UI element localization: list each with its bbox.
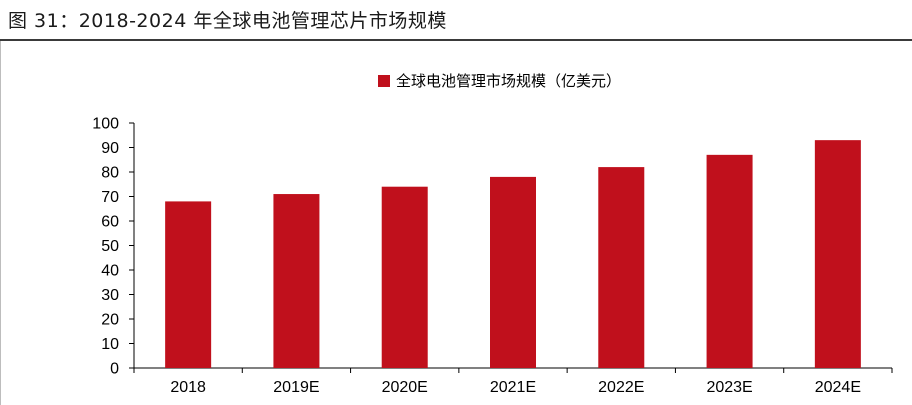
bar-2020e xyxy=(381,186,428,368)
y-tick-label: 50 xyxy=(101,238,119,255)
bar-2021e xyxy=(490,176,536,368)
y-tick-label: 20 xyxy=(101,312,119,329)
bar-2019e xyxy=(273,194,320,368)
x-tick-label: 2023E xyxy=(706,379,752,396)
legend-label: 全球电池管理市场规模（亿美元） xyxy=(396,72,621,90)
y-tick-label: 100 xyxy=(92,116,119,133)
bar-2024e xyxy=(814,140,861,368)
y-tick-label: 10 xyxy=(101,336,119,353)
bar-2023e xyxy=(706,154,753,368)
y-tick-label: 60 xyxy=(101,214,119,231)
x-tick-label: 2020E xyxy=(382,379,428,396)
legend: 全球电池管理市场规模（亿美元） xyxy=(378,72,621,90)
y-tick-label: 70 xyxy=(101,189,119,206)
y-tick-label: 30 xyxy=(101,287,119,304)
x-tick-label: 2019E xyxy=(273,379,319,396)
bar-2022e xyxy=(598,167,645,368)
y-tick-label: 40 xyxy=(101,263,119,280)
left-border xyxy=(0,41,1,405)
x-tick-label: 2024E xyxy=(815,379,861,396)
y-tick-label: 90 xyxy=(101,140,119,157)
y-tick-label: 80 xyxy=(101,165,119,182)
figure-title: 图 31：2018-2024 年全球电池管理芯片市场规模 xyxy=(8,10,447,32)
legend-swatch xyxy=(378,75,390,87)
bar-2018 xyxy=(165,201,212,368)
x-tick-label: 2022E xyxy=(598,379,644,396)
x-tick-label: 2021E xyxy=(490,379,536,396)
y-tick-label: 0 xyxy=(110,361,119,378)
title-divider xyxy=(0,39,912,41)
x-tick-label: 2018 xyxy=(170,379,206,396)
